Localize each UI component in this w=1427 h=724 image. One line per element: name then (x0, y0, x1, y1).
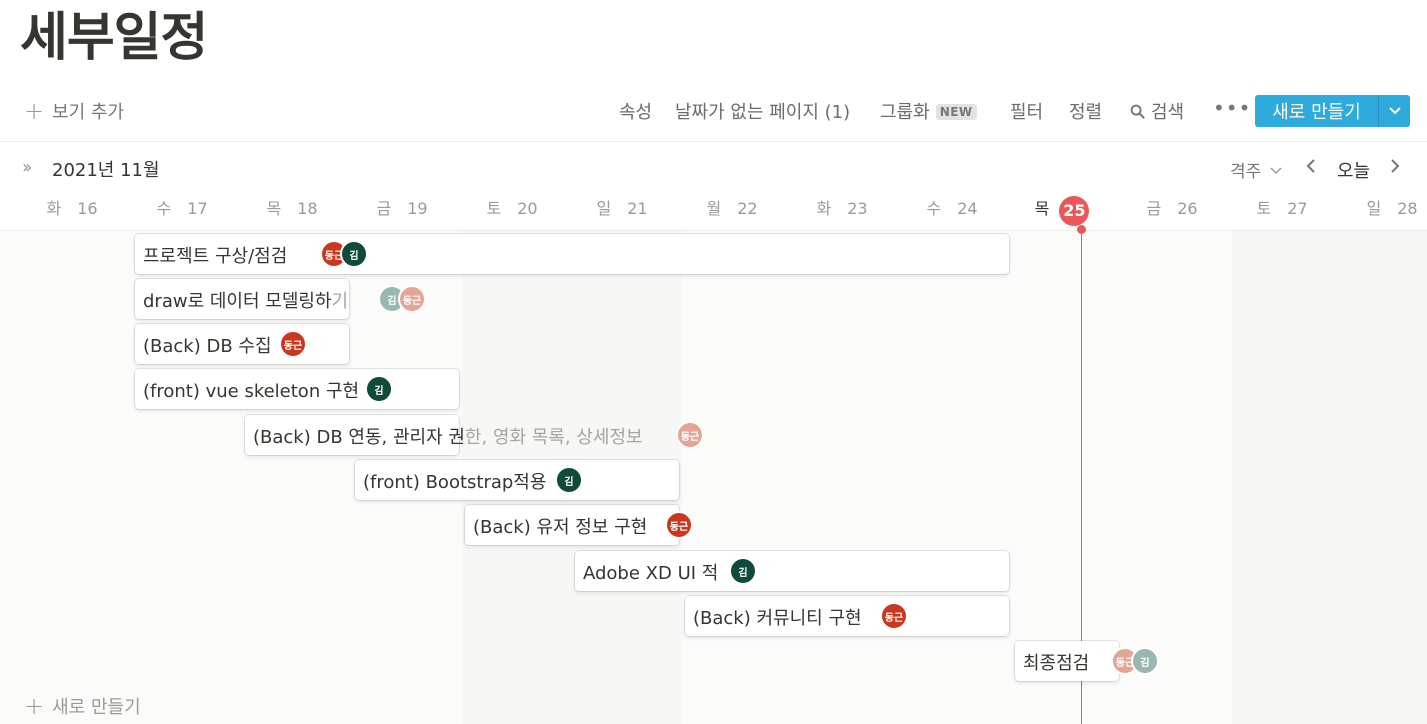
double-chevron-right-icon[interactable]: ›› (22, 157, 33, 178)
timeline-task[interactable]: 프로젝트 구상/점검 동근 김 (135, 234, 1009, 274)
day-header: 토 27 (1256, 199, 1308, 218)
day-header: 일 28 (1366, 199, 1418, 218)
day-header: 금 26 (1146, 199, 1198, 218)
more-options-icon[interactable]: ••• (1213, 96, 1252, 120)
avatar: 동근 (880, 602, 908, 630)
timeline-header: ›› 2021년 11월 격주 오늘 (0, 153, 1427, 183)
day-header: 수 24 (926, 199, 978, 218)
task-title: 최종점검 (1023, 653, 1090, 674)
task-title: (front) vue skeleton 구현 (143, 381, 360, 402)
timeline-task[interactable]: (Back) 유저 정보 구현 (465, 505, 679, 545)
new-page-button[interactable]: 새로 만들기 (1255, 95, 1410, 127)
new-badge: NEW (935, 104, 977, 120)
avatar: 김 (340, 240, 368, 268)
avatar: 김 (729, 557, 757, 585)
properties-button[interactable]: 속성 (619, 102, 653, 123)
weekend-column (1232, 231, 1427, 724)
search-icon (1130, 104, 1145, 119)
assignee-list: 동근 김 (320, 240, 368, 268)
assignee-list: 동근 김 (1111, 647, 1159, 675)
new-page-label[interactable]: 새로 만들기 (1272, 102, 1361, 123)
chevron-down-icon[interactable] (1378, 95, 1410, 127)
day-header: 화 16 (46, 199, 98, 218)
timeline-task[interactable]: (front) Bootstrap적용 김 (355, 460, 679, 500)
assignee-list: 김 (365, 375, 393, 403)
timeline-task[interactable]: draw로 데이터 모델링하기 (135, 279, 349, 319)
assignee-list: 동근 (880, 602, 908, 630)
assignee-list: 김 (555, 466, 583, 494)
task-title: (Back) 커뮤니티 구현 (693, 608, 862, 629)
assignee-list: 동근 (665, 511, 693, 539)
zoom-select[interactable]: 격주 (1230, 157, 1282, 182)
day-header: 일 21 (596, 199, 648, 218)
timeline-task[interactable]: (Back) DB 수집 동근 (135, 324, 349, 364)
task-title: (Back) 유저 정보 구현 (473, 517, 648, 538)
chevron-down-icon (1270, 167, 1282, 175)
sort-button[interactable]: 정렬 (1069, 102, 1103, 123)
task-title: 프로젝트 구상/점검 (143, 246, 288, 267)
assignee-list: 김 동근 (378, 285, 426, 313)
day-header: 토 20 (486, 199, 538, 218)
today-marker-dot (1077, 225, 1086, 234)
plus-icon: + (24, 692, 45, 720)
day-header: 화 23 (816, 199, 868, 218)
avatar: 김 (555, 466, 583, 494)
day-header-today: 목 25 (1007, 195, 1117, 226)
new-row-label: 새로 만들기 (52, 697, 141, 718)
avatar: 동근 (279, 330, 307, 358)
group-label: 그룹화 (880, 102, 930, 123)
task-title: Adobe XD UI 적 (583, 563, 719, 584)
search-button[interactable]: 검색 (1130, 98, 1184, 124)
search-label: 검색 (1151, 102, 1185, 123)
assignee-list: 동근 (279, 330, 307, 358)
plus-icon: + (24, 97, 45, 125)
chevron-left-icon[interactable] (1306, 155, 1316, 179)
add-view-label: 보기 추가 (52, 102, 125, 123)
add-view-button[interactable]: + 보기 추가 (24, 98, 124, 124)
avatar: 김 (1131, 647, 1159, 675)
day-header-row: 화 16 수 17 목 18 금 19 토 20 일 21 월 22 화 23 수 24 목 25 … (0, 188, 1427, 226)
task-title: (front) Bootstrap적용 (363, 472, 547, 493)
zoom-label: 격주 (1230, 162, 1262, 182)
chevron-right-icon[interactable] (1390, 155, 1400, 179)
timeline-task[interactable]: Adobe XD UI 적 김 (575, 551, 1009, 591)
avatar: 동근 (676, 421, 704, 449)
timeline-task[interactable]: (Back) 커뮤니티 구현 동근 (685, 596, 1009, 636)
avatar: 동근 (398, 285, 426, 313)
today-marker-line (1081, 229, 1082, 724)
timeline-task[interactable]: 최종점검 (1015, 641, 1119, 681)
filter-button[interactable]: 필터 (1010, 102, 1044, 123)
today-button[interactable]: 오늘 (1337, 161, 1371, 182)
avatar: 동근 (665, 511, 693, 539)
page-title: 세부일정 (20, 8, 208, 68)
day-header: 금 19 (376, 199, 428, 218)
month-label: 2021년 11월 (52, 160, 160, 181)
task-title: (Back) DB 연동, 관리자 권한, 영화 목록, 상세정보 (253, 427, 643, 448)
task-title: draw로 데이터 모델링하기 (143, 291, 349, 312)
group-button[interactable]: 그룹화 NEW (880, 98, 977, 124)
toolbar-divider (0, 141, 1427, 142)
header-divider (0, 230, 1427, 231)
day-header: 목 18 (266, 199, 318, 218)
assignee-list: 동근 (676, 421, 704, 449)
database-toolbar: + 보기 추가 속성 날짜가 없는 페이지 (1) 그룹화 NEW 필터 정렬 검… (0, 88, 1427, 132)
timeline-task[interactable]: (Back) DB 연동, 관리자 권한, 영화 목록, 상세정보 (245, 415, 643, 455)
day-header: 월 22 (706, 199, 758, 218)
timeline-task[interactable]: (front) vue skeleton 구현 김 (135, 369, 459, 409)
avatar: 김 (365, 375, 393, 403)
day-header: 수 17 (156, 199, 208, 218)
task-title: (Back) DB 수집 (143, 336, 272, 357)
assignee-list: 김 (729, 557, 757, 585)
new-row-button[interactable]: + 새로 만들기 (24, 693, 141, 719)
no-date-pages-button[interactable]: 날짜가 없는 페이지 (1) (675, 102, 851, 123)
